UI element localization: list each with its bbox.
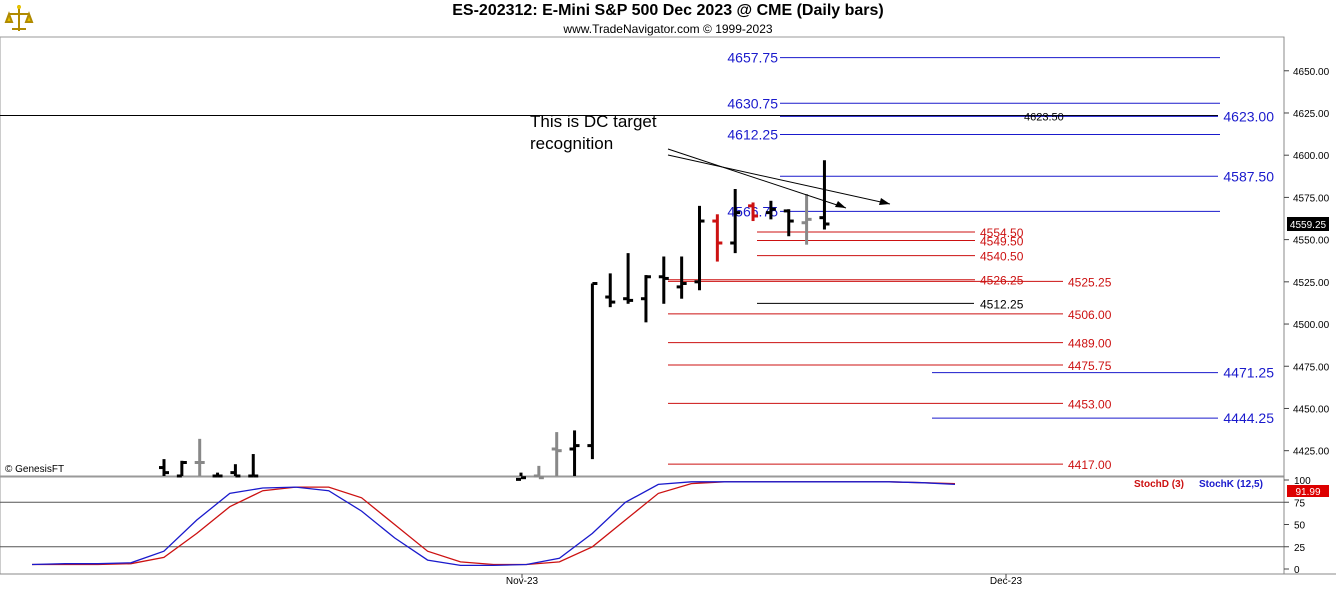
stoch-d-legend: StochD (3) xyxy=(1134,479,1184,490)
stoch-value-tag xyxy=(1287,485,1329,497)
stoch-axis-tick-label: 50 xyxy=(1294,521,1306,532)
chart-title: ES-202312: E-Mini S&P 500 Dec 2023 @ CME… xyxy=(452,2,884,19)
level-label: 4453.00 xyxy=(1068,397,1112,411)
current-price-label: 4559.25 xyxy=(1290,220,1327,231)
level-label: 4489.00 xyxy=(1068,337,1112,351)
level-label: 4549.50 xyxy=(980,234,1024,248)
annotation-arrow-1 xyxy=(667,148,847,209)
time-axis-label: Dec-23 xyxy=(990,576,1023,587)
trade-navigator-logo-icon xyxy=(3,2,35,34)
stoch-line-blue xyxy=(31,481,956,567)
annotation-arrow-2 xyxy=(667,154,891,205)
current-price-tag xyxy=(1287,216,1329,231)
price-axis-tick-label: 4450.00 xyxy=(1293,404,1330,415)
level-label: 4512.25 xyxy=(980,297,1024,311)
level-label: 4540.50 xyxy=(980,250,1024,264)
watermark: © GenesisFT xyxy=(5,464,64,475)
price-axis-tick-label: 4525.00 xyxy=(1293,278,1330,289)
price-axis-tick-label: 4600.00 xyxy=(1293,151,1330,162)
level-label: 4475.75 xyxy=(1068,359,1112,373)
price-axis-tick-label: 4475.00 xyxy=(1293,362,1330,373)
chart-subtitle: www.TradeNavigator.com © 1999-2023 xyxy=(563,22,773,36)
annotation-line-2: recognition xyxy=(530,134,613,153)
level-label: 4623.00 xyxy=(1223,108,1274,124)
level-label: 4525.25 xyxy=(1068,275,1112,289)
chart-header: ES-202312: E-Mini S&P 500 Dec 2023 @ CME… xyxy=(0,0,1336,36)
stoch-axis-tick-label: 0 xyxy=(1294,565,1300,576)
level-label: 4612.25 xyxy=(727,127,778,143)
level-label: 4554.50 xyxy=(980,226,1024,240)
stoch-value-label: 91.99 xyxy=(1295,487,1320,498)
price-panel xyxy=(0,36,1285,477)
price-axis-tick-label: 4425.00 xyxy=(1293,447,1330,458)
level-label: 4630.75 xyxy=(727,95,778,111)
price-axis-tick-label: 4575.00 xyxy=(1293,193,1330,204)
price-axis-tick-label: 4650.00 xyxy=(1293,67,1330,78)
time-axis-label: Nov-23 xyxy=(506,576,539,587)
level-label: 4471.25 xyxy=(1223,365,1274,381)
level-label: 4506.00 xyxy=(1068,308,1112,322)
level-label: 4444.25 xyxy=(1223,410,1274,426)
stoch-panel xyxy=(0,476,1285,575)
level-label: 4417.00 xyxy=(1068,458,1112,472)
stoch-axis-tick-label: 100 xyxy=(1294,476,1311,487)
annotation-arrowhead-2 xyxy=(879,198,890,205)
level-label: 4587.50 xyxy=(1223,168,1274,184)
stoch-k-legend: StochK (12,5) xyxy=(1199,479,1263,490)
level-label: 4657.75 xyxy=(727,50,778,66)
price-axis-tick-label: 4550.00 xyxy=(1293,236,1330,247)
level-label: 4623.50 xyxy=(1024,112,1064,124)
annotation-line-1: This is DC target xyxy=(530,112,657,131)
price-axis-tick-label: 4625.00 xyxy=(1293,109,1330,120)
stoch-axis-tick-label: 25 xyxy=(1294,543,1306,554)
price-axis-tick-label: 4500.00 xyxy=(1293,320,1330,331)
level-label: 4526.25 xyxy=(980,274,1024,288)
annotation-arrowhead-1 xyxy=(835,201,846,208)
stoch-axis-tick-label: 75 xyxy=(1294,498,1306,509)
